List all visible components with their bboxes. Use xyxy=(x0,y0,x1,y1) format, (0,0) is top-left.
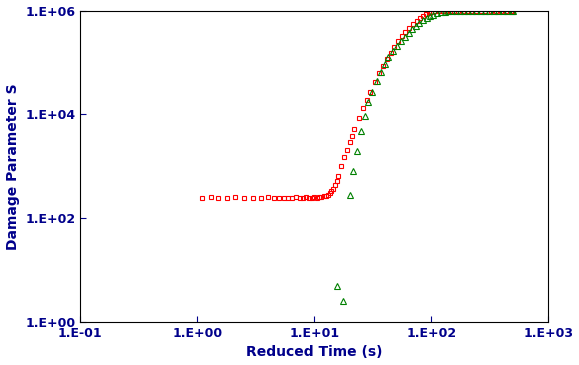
Method 3 xyxy=(357,129,364,133)
Method 3 xyxy=(390,49,397,53)
Method 3 xyxy=(353,149,360,153)
Y-axis label: Damage Parameter S: Damage Parameter S xyxy=(6,83,20,250)
Method 3 xyxy=(365,100,372,105)
Method 3 xyxy=(494,8,501,13)
Method 1 xyxy=(384,57,391,61)
Method 3 xyxy=(449,9,456,13)
Method 1 xyxy=(335,174,342,178)
Method 1 xyxy=(425,11,432,15)
Method 3 xyxy=(409,27,416,31)
Method 3 xyxy=(490,8,497,13)
Method 1 xyxy=(199,195,206,200)
Method 1 xyxy=(510,8,516,13)
Method 3 xyxy=(361,114,368,118)
Method 3 xyxy=(350,169,357,173)
Method 3 xyxy=(394,43,401,48)
Method 3 xyxy=(468,8,475,13)
Method 3 xyxy=(416,21,423,25)
Method 3 xyxy=(382,62,389,66)
Method 1 xyxy=(214,196,221,201)
Method 3 xyxy=(441,9,448,14)
Method 3 xyxy=(339,299,346,304)
Method 3 xyxy=(464,8,471,13)
Method 3 xyxy=(486,8,493,13)
Method 3 xyxy=(413,24,420,28)
Method 3 xyxy=(346,193,353,197)
Method 3 xyxy=(401,35,408,39)
Method 3 xyxy=(510,8,516,13)
Method 1 xyxy=(338,164,345,169)
Method 1 xyxy=(316,195,323,199)
Line: Method 3: Method 3 xyxy=(334,8,516,304)
Method 3 xyxy=(481,8,488,13)
Method 3 xyxy=(423,16,430,20)
Method 3 xyxy=(453,9,460,13)
Method 3 xyxy=(426,14,433,18)
Method 3 xyxy=(368,90,375,94)
Method 1 xyxy=(311,195,318,200)
X-axis label: Reduced Time (s): Reduced Time (s) xyxy=(246,345,383,360)
Method 3 xyxy=(499,8,506,13)
Method 3 xyxy=(460,8,467,13)
Method 3 xyxy=(378,70,384,74)
Method 3 xyxy=(438,10,445,15)
Method 3 xyxy=(385,55,392,59)
Method 3 xyxy=(373,79,380,83)
Method 3 xyxy=(405,31,412,35)
Method 3 xyxy=(508,8,515,13)
Method 3 xyxy=(504,8,511,13)
Method 3 xyxy=(457,8,464,13)
Method 3 xyxy=(333,284,340,288)
Method 3 xyxy=(434,11,441,16)
Method 3 xyxy=(477,8,484,13)
Method 3 xyxy=(420,18,427,23)
Method 3 xyxy=(430,12,437,17)
Method 3 xyxy=(473,8,480,13)
Line: Method 1: Method 1 xyxy=(200,8,515,200)
Method 3 xyxy=(398,39,405,43)
Method 3 xyxy=(445,9,452,14)
